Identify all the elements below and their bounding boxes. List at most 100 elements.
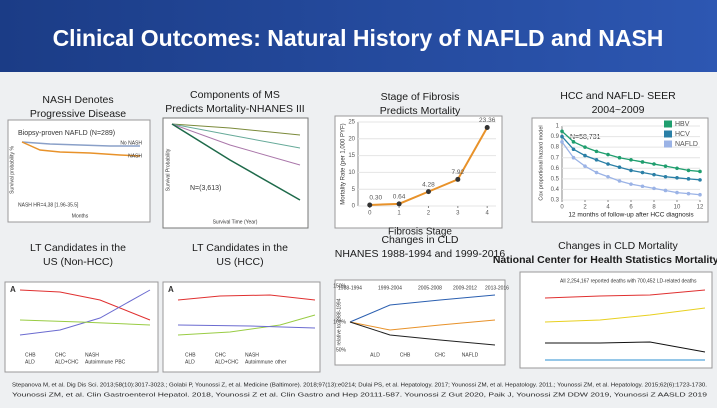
x-tick-label: 0 (368, 211, 372, 217)
curve (349, 321, 496, 346)
x-tick-label: 0 (560, 205, 564, 211)
slide-title: Clinical Outcomes: Natural History of NA… (53, 25, 664, 51)
y-tick-label: 25 (348, 120, 355, 126)
y-tick-label: 0 (352, 204, 356, 210)
panel-label: 2005-2008 (418, 285, 442, 291)
x-tick-label: 8 (652, 205, 656, 211)
panel-label: 100% (333, 319, 346, 325)
point (686, 168, 691, 173)
thumb-mort (519, 271, 713, 369)
panel-label: other (275, 359, 287, 365)
curve (21, 141, 141, 157)
panel-label: NASH HR=4,38 [1.96-35.5] (18, 202, 79, 208)
panel-label: 50% (336, 347, 347, 353)
point (583, 153, 587, 158)
y-tick-label: 0.7 (551, 155, 560, 161)
panel-label: Autoimmune (85, 359, 113, 365)
panel-label: CHC (55, 352, 66, 358)
x-tick-label: 2 (583, 205, 587, 211)
y-tick-label: 0.4 (551, 187, 560, 193)
panel-title: HCC and NAFLD- SEER (560, 90, 676, 102)
point (652, 162, 656, 166)
panel-label: CHC (435, 352, 446, 358)
x-tick-label: 3 (456, 211, 460, 217)
panel-label: N=(3,613) (190, 185, 221, 192)
panel-label: Biopsy-proven NAFLD (N=289) (18, 130, 115, 137)
point (629, 168, 633, 173)
curve (171, 123, 301, 201)
curve (19, 289, 151, 321)
point (455, 176, 461, 182)
legend-swatch (664, 130, 672, 138)
frame (334, 279, 506, 366)
panel-title: 2004~2009 (592, 104, 645, 116)
point (675, 166, 679, 171)
panel-label: NASH (85, 352, 99, 358)
point (367, 202, 373, 208)
legend-swatch (664, 120, 672, 128)
panel-title: National Center for Health Statistics Mo… (493, 254, 717, 266)
x-tick-label: 10 (674, 205, 681, 211)
point (606, 152, 610, 157)
point (583, 145, 587, 149)
point (583, 164, 587, 168)
thumb-ms (162, 117, 309, 229)
panel-label: Months (72, 213, 89, 219)
panel-label: ALD (370, 352, 380, 358)
point (652, 172, 656, 177)
curve (21, 141, 140, 147)
panel-title: Progressive Disease (30, 108, 126, 120)
curve (171, 123, 301, 136)
x-tick-label: 2 (427, 211, 431, 217)
panel-title: NHANES 1988-1994 and 1999-2016 (335, 248, 506, 260)
panel-title: Stage of Fibrosis (381, 91, 460, 103)
citation: Younossi ZM, et al. Clin Gastroenterol H… (12, 392, 707, 398)
x-tick-label: 4 (486, 211, 490, 217)
y-tick-label: 20 (348, 136, 355, 142)
thumb-cld (334, 279, 506, 366)
point (594, 158, 599, 162)
curve (544, 289, 706, 299)
point (560, 140, 564, 144)
point (606, 162, 610, 166)
frame (519, 271, 713, 369)
point (698, 169, 702, 174)
panel-label: 2013-2016 (485, 285, 509, 291)
panel-title: Changes in CLD (381, 234, 458, 246)
panel-title: US (Non-HCC) (43, 256, 113, 268)
point (571, 155, 576, 160)
legend-label: HBV (675, 121, 690, 128)
point (606, 174, 610, 179)
panel-label: relative to 1988-1994 (336, 298, 342, 345)
y-tick-label: 0.3 (551, 198, 560, 204)
curve (545, 341, 706, 353)
legend-swatch (664, 140, 672, 148)
panel-title: LT Candidates in the (30, 242, 126, 254)
point (663, 188, 668, 193)
legend-label: NAFLD (675, 141, 698, 148)
curve (171, 123, 301, 166)
header-band (0, 0, 717, 72)
y-axis-label: Cox proportional hazard model (538, 125, 544, 200)
curve (19, 289, 151, 336)
y-tick-label: 1 (556, 124, 560, 130)
point (594, 149, 599, 154)
y-tick-label: 0.9 (551, 134, 560, 140)
x-tick-label: 6 (629, 205, 633, 211)
y-axis-label: Mortality Rate (per 1,000 PYF) (341, 123, 347, 204)
point (594, 170, 599, 175)
curve (177, 324, 316, 329)
panel-label: Survival Time (Year) (213, 219, 258, 225)
panel-title: US (HCC) (216, 256, 263, 268)
point (560, 134, 564, 139)
x-tick-label: 1 (397, 211, 401, 217)
panel-label: NASH (245, 352, 259, 358)
value-label: 4.28 (422, 181, 435, 188)
thumb-nash (7, 119, 151, 223)
point (640, 170, 645, 175)
x-tick-label: 12 (697, 205, 704, 211)
point (663, 164, 668, 168)
point (629, 158, 633, 162)
point (617, 155, 622, 160)
y-tick-label: 10 (348, 170, 355, 176)
